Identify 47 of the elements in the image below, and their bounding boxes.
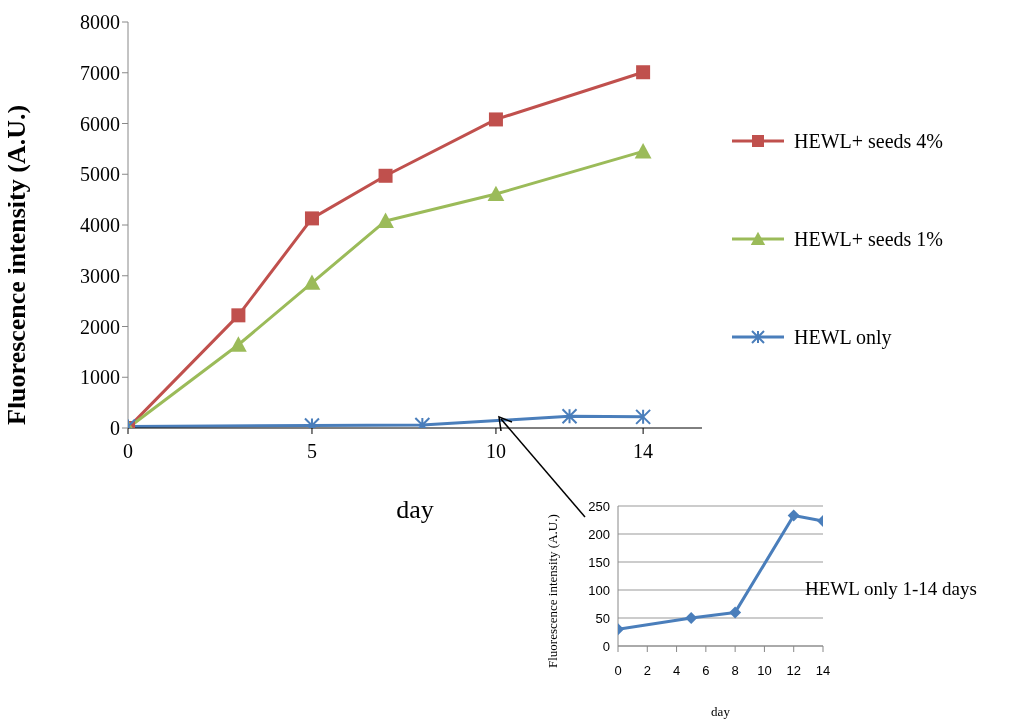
x-axis-title: day [711,704,731,719]
x-axis-title: day [396,495,434,524]
y-tick-label: 100 [588,582,610,598]
point [378,168,393,183]
x-tick-label: 5 [306,440,317,463]
y-tick-label: 7000 [80,61,120,84]
annotation: HEWL only 1-14 days [805,578,977,600]
x-tick-label: 10 [485,440,506,463]
y-tick-label: 4000 [80,214,120,237]
point [231,308,246,323]
y-tick-label: 3000 [80,264,120,287]
x-tick-label: 2 [643,663,651,679]
y-tick-label: 150 [588,554,610,570]
point [787,509,800,522]
y-tick-label: 0 [110,417,120,440]
y-tick-label: 8000 [80,11,120,34]
x-tick-label: 0 [614,663,622,679]
x-tick-label: 12 [786,663,801,679]
y-axis-title: Fluorescence intensity (A.U.) [545,514,561,668]
legend-label: HEWL+ seeds 1% [793,227,943,251]
y-tick-label: 6000 [80,112,120,135]
y-tick-label: 5000 [80,163,120,186]
x-tick-label: 8 [731,663,739,679]
point [636,65,651,80]
x-tick-label: 14 [633,440,654,463]
legend-label: HEWL+ seeds 4% [793,129,943,153]
point [229,336,247,352]
y-axis-title: Fluorescence intensity (A.U.) [2,104,32,425]
point [488,112,503,127]
x-tick-label: 10 [757,663,772,679]
point [303,274,321,290]
point [729,606,742,619]
y-tick-label: 50 [595,610,610,626]
point [304,211,319,226]
point [377,212,394,228]
y-tick-label: 1000 [80,366,120,389]
x-tick-label: 4 [672,663,681,679]
point [634,143,652,159]
x-tick-label: 14 [815,663,831,679]
x-tick-label: 6 [702,663,710,679]
y-tick-label: 0 [602,638,610,654]
legend-label: HEWL only [793,325,892,349]
point [685,612,698,624]
y-tick-label: 2000 [80,315,120,338]
y-tick-label: 250 [588,498,610,514]
point [487,185,505,202]
y-tick-label: 200 [588,526,610,542]
